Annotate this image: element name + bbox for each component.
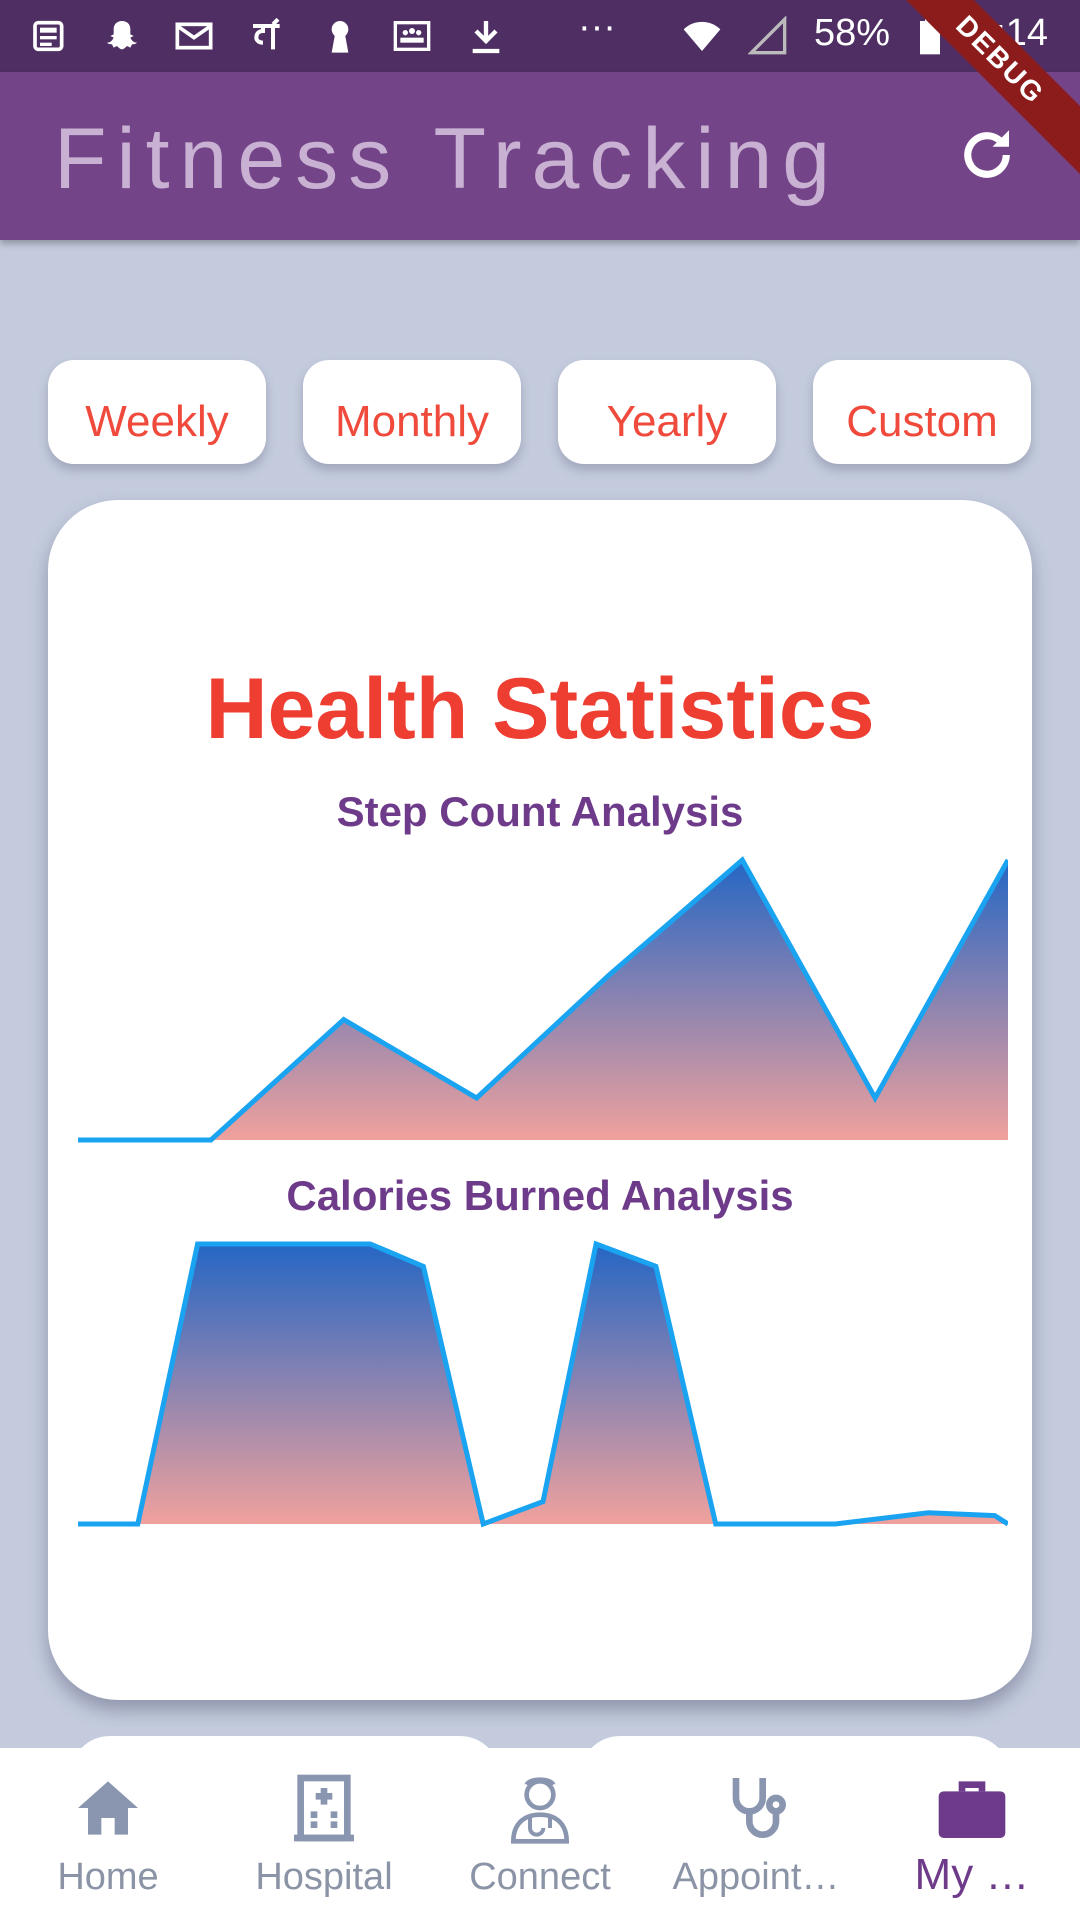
nav-label: Home [57,1856,159,1898]
nav-home[interactable]: Home [0,1748,216,1920]
battery-icon [908,14,952,58]
news-icon [28,14,72,58]
tab-label: Yearly [606,397,728,446]
keyhole-icon [318,14,362,58]
step-chart-title: Step Count Analysis [336,788,744,835]
phonepe-icon [246,14,290,58]
series-line [78,1240,1008,1528]
wifi-icon [680,14,724,58]
tab-label: Weekly [85,397,229,446]
nav-hospital[interactable]: Hospital [216,1748,432,1920]
series-area [78,860,1008,1140]
status-bar: ··· 58% 5:14 [0,0,1080,72]
calories-chart-title: Calories Burned Analysis [286,1172,794,1219]
signal-icon [746,14,790,58]
briefcase-icon [938,1781,1006,1838]
hospital-icon [294,1774,354,1842]
tab-yearly[interactable]: Yearly [558,360,776,464]
calories-burned-chart [78,1240,1008,1528]
nav-label: Appoint… [672,1856,840,1898]
step-count-chart [78,856,1008,1143]
nav-label: Connect [469,1856,611,1898]
app-bar: Fitness Tracking [0,72,1080,240]
gmail-icon [172,14,216,58]
nav-appointments[interactable]: Appoint… [648,1748,864,1920]
nav-label: Hospital [255,1856,393,1898]
clock: 5:14 [974,12,1048,54]
page-title: Fitness Tracking [54,111,841,207]
tab-label: Monthly [334,397,490,446]
nav-my[interactable]: My … [864,1748,1080,1920]
series-line [78,856,1008,1143]
health-statistics-card: Health Statistics Step Count Analysis Ca… [48,500,1032,1700]
card-title: Health Statistics [205,661,875,757]
battery-percent: 58% [814,12,891,54]
series-area [78,1244,1008,1524]
tab-weekly[interactable]: Weekly [48,360,266,464]
overflow-indicator: ··· [578,6,616,48]
tab-monthly[interactable]: Monthly [303,360,521,464]
home-icon [78,1781,138,1835]
stethoscope-icon [732,1778,786,1838]
tab-custom[interactable]: Custom [813,360,1031,464]
refresh-icon [964,130,1010,178]
refresh-button[interactable] [954,122,1020,188]
classroom-icon [390,14,434,58]
bottom-navigation: Home Hospital Connect Appoint… My … [0,1748,1080,1920]
download-icon [464,14,508,58]
nav-label: My … [914,1850,1030,1899]
doctor-icon [510,1777,570,1844]
tab-label: Custom [846,397,998,446]
snapchat-icon [100,14,144,58]
nav-connect[interactable]: Connect [432,1748,648,1920]
